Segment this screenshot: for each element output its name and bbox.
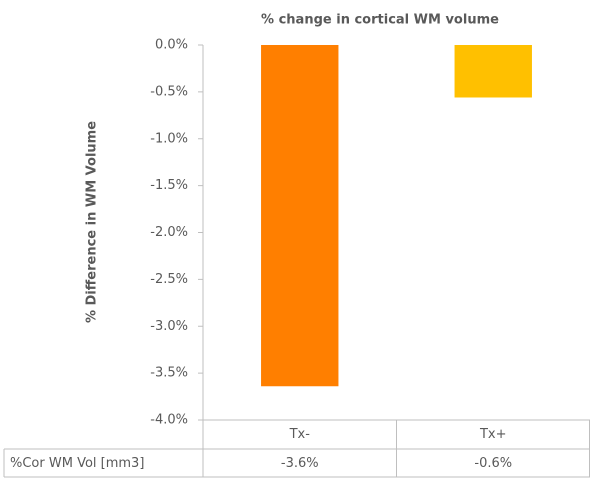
y-tick-label: -0.5% xyxy=(150,84,188,99)
y-tick-label: -3.5% xyxy=(150,366,188,381)
bar xyxy=(261,45,339,387)
table-row-label: %Cor WM Vol [mm3] xyxy=(10,456,144,471)
y-tick-label: -1.5% xyxy=(150,178,188,193)
chart-title: % change in cortical WM volume xyxy=(261,13,499,28)
y-tick-label: -2.0% xyxy=(150,225,188,240)
y-axis-label: % Difference in WM Volume xyxy=(85,121,100,323)
x-tick-label: Tx- xyxy=(289,427,311,442)
table-value: -3.6% xyxy=(281,456,319,471)
y-tick-label: 0.0% xyxy=(155,38,188,53)
x-tick-label: Tx+ xyxy=(479,427,507,442)
bar xyxy=(454,45,532,98)
y-tick-label: -2.5% xyxy=(150,272,188,287)
y-tick-label: -1.0% xyxy=(150,131,188,146)
table-value: -0.6% xyxy=(474,456,512,471)
y-tick-label: -4.0% xyxy=(150,413,188,428)
y-tick-label: -3.0% xyxy=(150,319,188,334)
